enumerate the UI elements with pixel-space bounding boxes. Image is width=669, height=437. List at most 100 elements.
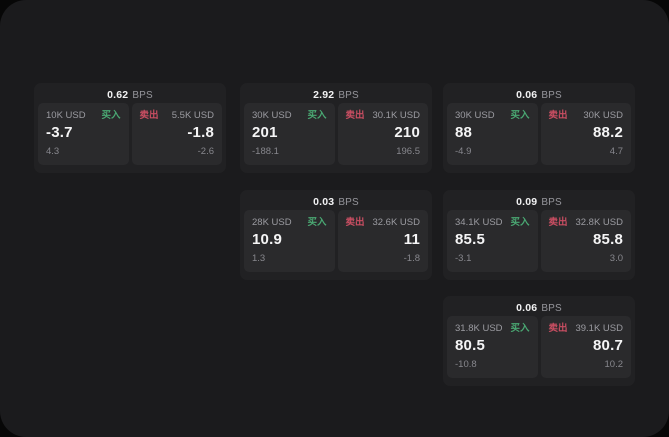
quote-card-1[interactable]: 0.62 BPS 10K USD 买入 -3.7 4.3 卖出 5.5K USD … [34,83,226,173]
quote-card-body: 30K USD 买入 201 -188.1 卖出 30.1K USD 210 1… [244,103,428,165]
buy-side-button[interactable]: 买入 [510,110,530,121]
quote-card-4[interactable]: 0.03 BPS 28K USD 买入 10.9 1.3 卖出 32.6K USD… [240,190,432,280]
sell-price-value: -1.8 [187,124,214,141]
spread-header: 0.06 BPS [447,300,631,316]
buy-side-button[interactable]: 买入 [101,110,121,121]
buy-delta-value: -3.1 [455,253,472,264]
buy-side-button[interactable]: 买入 [307,217,327,228]
sell-panel-top-row: 卖出 5.5K USD [140,110,215,121]
bps-unit-label: BPS [541,197,562,208]
spread-header: 2.92 BPS [244,87,428,103]
sell-side-button[interactable]: 卖出 [345,110,365,121]
bps-unit-label: BPS [132,90,153,101]
sell-price-value: 11 [403,231,420,248]
buy-side-button[interactable]: 买入 [307,110,327,121]
buy-delta-value: 4.3 [46,146,60,157]
sell-delta-value: 10.2 [604,359,624,370]
sell-panel: 卖出 32.8K USD 85.8 3.0 [540,210,631,272]
sell-delta-value: 196.5 [396,146,420,157]
sell-size-label: 32.6K USD [372,217,420,228]
buy-delta-value: -10.8 [455,359,477,370]
sell-side-button[interactable]: 卖出 [139,110,159,121]
quote-card-body: 30K USD 买入 88 -4.9 卖出 30K USD 88.2 4.7 [447,103,631,165]
sell-side-button[interactable]: 卖出 [548,110,568,121]
spread-value: 0.06 [516,89,538,101]
buy-size-label: 30K USD [455,110,495,121]
spread-header: 0.03 BPS [244,194,428,210]
sell-panel: 卖出 32.6K USD 11 -1.8 [337,210,428,272]
buy-panel-top-row: 30K USD 买入 [455,110,530,121]
buy-panel: 30K USD 买入 201 -188.1 [244,103,335,165]
buy-delta-value: -4.9 [455,146,472,157]
quote-card-body: 31.8K USD 买入 80.5 -10.8 卖出 39.1K USD 80.… [447,316,631,378]
sell-panel-top-row: 卖出 30K USD [549,110,624,121]
buy-panel: 31.8K USD 买入 80.5 -10.8 [447,316,538,378]
buy-delta-value: -188.1 [252,146,279,157]
sell-panel: 卖出 30K USD 88.2 4.7 [540,103,631,165]
buy-price-value: 85.5 [455,231,485,248]
sell-panel: 卖出 39.1K USD 80.7 10.2 [540,316,631,378]
buy-panel: 30K USD 买入 88 -4.9 [447,103,538,165]
sell-panel: 卖出 30.1K USD 210 196.5 [337,103,428,165]
bps-unit-label: BPS [338,197,359,208]
sell-size-label: 30K USD [583,110,623,121]
sell-side-button[interactable]: 卖出 [548,217,568,228]
buy-size-label: 31.8K USD [455,323,503,334]
buy-size-label: 30K USD [252,110,292,121]
sell-delta-value: -1.8 [403,253,420,264]
sell-panel-top-row: 卖出 39.1K USD [549,323,624,334]
bps-unit-label: BPS [338,90,359,101]
sell-size-label: 32.8K USD [575,217,623,228]
buy-price-value: 80.5 [455,337,485,354]
quote-card-5[interactable]: 0.09 BPS 34.1K USD 买入 85.5 -3.1 卖出 32.8K … [443,190,635,280]
buy-panel-top-row: 34.1K USD 买入 [455,217,530,228]
sell-price-value: 210 [394,124,420,141]
buy-panel: 10K USD 买入 -3.7 4.3 [38,103,129,165]
buy-panel-top-row: 31.8K USD 买入 [455,323,530,334]
buy-side-button[interactable]: 买入 [510,217,530,228]
sell-size-label: 39.1K USD [575,323,623,334]
bps-unit-label: BPS [541,90,562,101]
quote-card-body: 10K USD 买入 -3.7 4.3 卖出 5.5K USD -1.8 -2.… [38,103,222,165]
spread-header: 0.62 BPS [38,87,222,103]
quote-card-3[interactable]: 0.06 BPS 30K USD 买入 88 -4.9 卖出 30K USD 88… [443,83,635,173]
sell-side-button[interactable]: 卖出 [548,323,568,334]
buy-price-value: -3.7 [46,124,73,141]
buy-size-label: 28K USD [252,217,292,228]
buy-price-value: 201 [252,124,278,141]
buy-panel: 28K USD 买入 10.9 1.3 [244,210,335,272]
buy-price-value: 88 [455,124,473,141]
spread-value: 2.92 [313,89,335,101]
sell-side-button[interactable]: 卖出 [345,217,365,228]
sell-panel: 卖出 5.5K USD -1.8 -2.6 [131,103,222,165]
buy-price-value: 10.9 [252,231,282,248]
quote-card-body: 34.1K USD 买入 85.5 -3.1 卖出 32.8K USD 85.8… [447,210,631,272]
sell-price-value: 88.2 [593,124,623,141]
sell-price-value: 80.7 [593,337,623,354]
sell-price-value: 85.8 [593,231,623,248]
quote-card-2[interactable]: 2.92 BPS 30K USD 买入 201 -188.1 卖出 30.1K U… [240,83,432,173]
buy-side-button[interactable]: 买入 [510,323,530,334]
spread-value: 0.09 [516,196,538,208]
sell-panel-top-row: 卖出 30.1K USD [346,110,421,121]
buy-delta-value: 1.3 [252,253,266,264]
buy-panel-top-row: 30K USD 买入 [252,110,327,121]
sell-size-label: 5.5K USD [171,110,214,121]
sell-delta-value: 4.7 [609,146,623,157]
buy-panel-top-row: 10K USD 买入 [46,110,121,121]
buy-size-label: 10K USD [46,110,86,121]
sell-size-label: 30.1K USD [372,110,420,121]
spread-header: 0.06 BPS [447,87,631,103]
sell-panel-top-row: 卖出 32.8K USD [549,217,624,228]
quote-card-body: 28K USD 买入 10.9 1.3 卖出 32.6K USD 11 -1.8 [244,210,428,272]
spread-value: 0.06 [516,302,538,314]
buy-panel-top-row: 28K USD 买入 [252,217,327,228]
buy-size-label: 34.1K USD [455,217,503,228]
spread-value: 0.03 [313,196,335,208]
sell-panel-top-row: 卖出 32.6K USD [346,217,421,228]
buy-panel: 34.1K USD 买入 85.5 -3.1 [447,210,538,272]
quote-card-6[interactable]: 0.06 BPS 31.8K USD 买入 80.5 -10.8 卖出 39.1K… [443,296,635,386]
sell-delta-value: -2.6 [197,146,214,157]
